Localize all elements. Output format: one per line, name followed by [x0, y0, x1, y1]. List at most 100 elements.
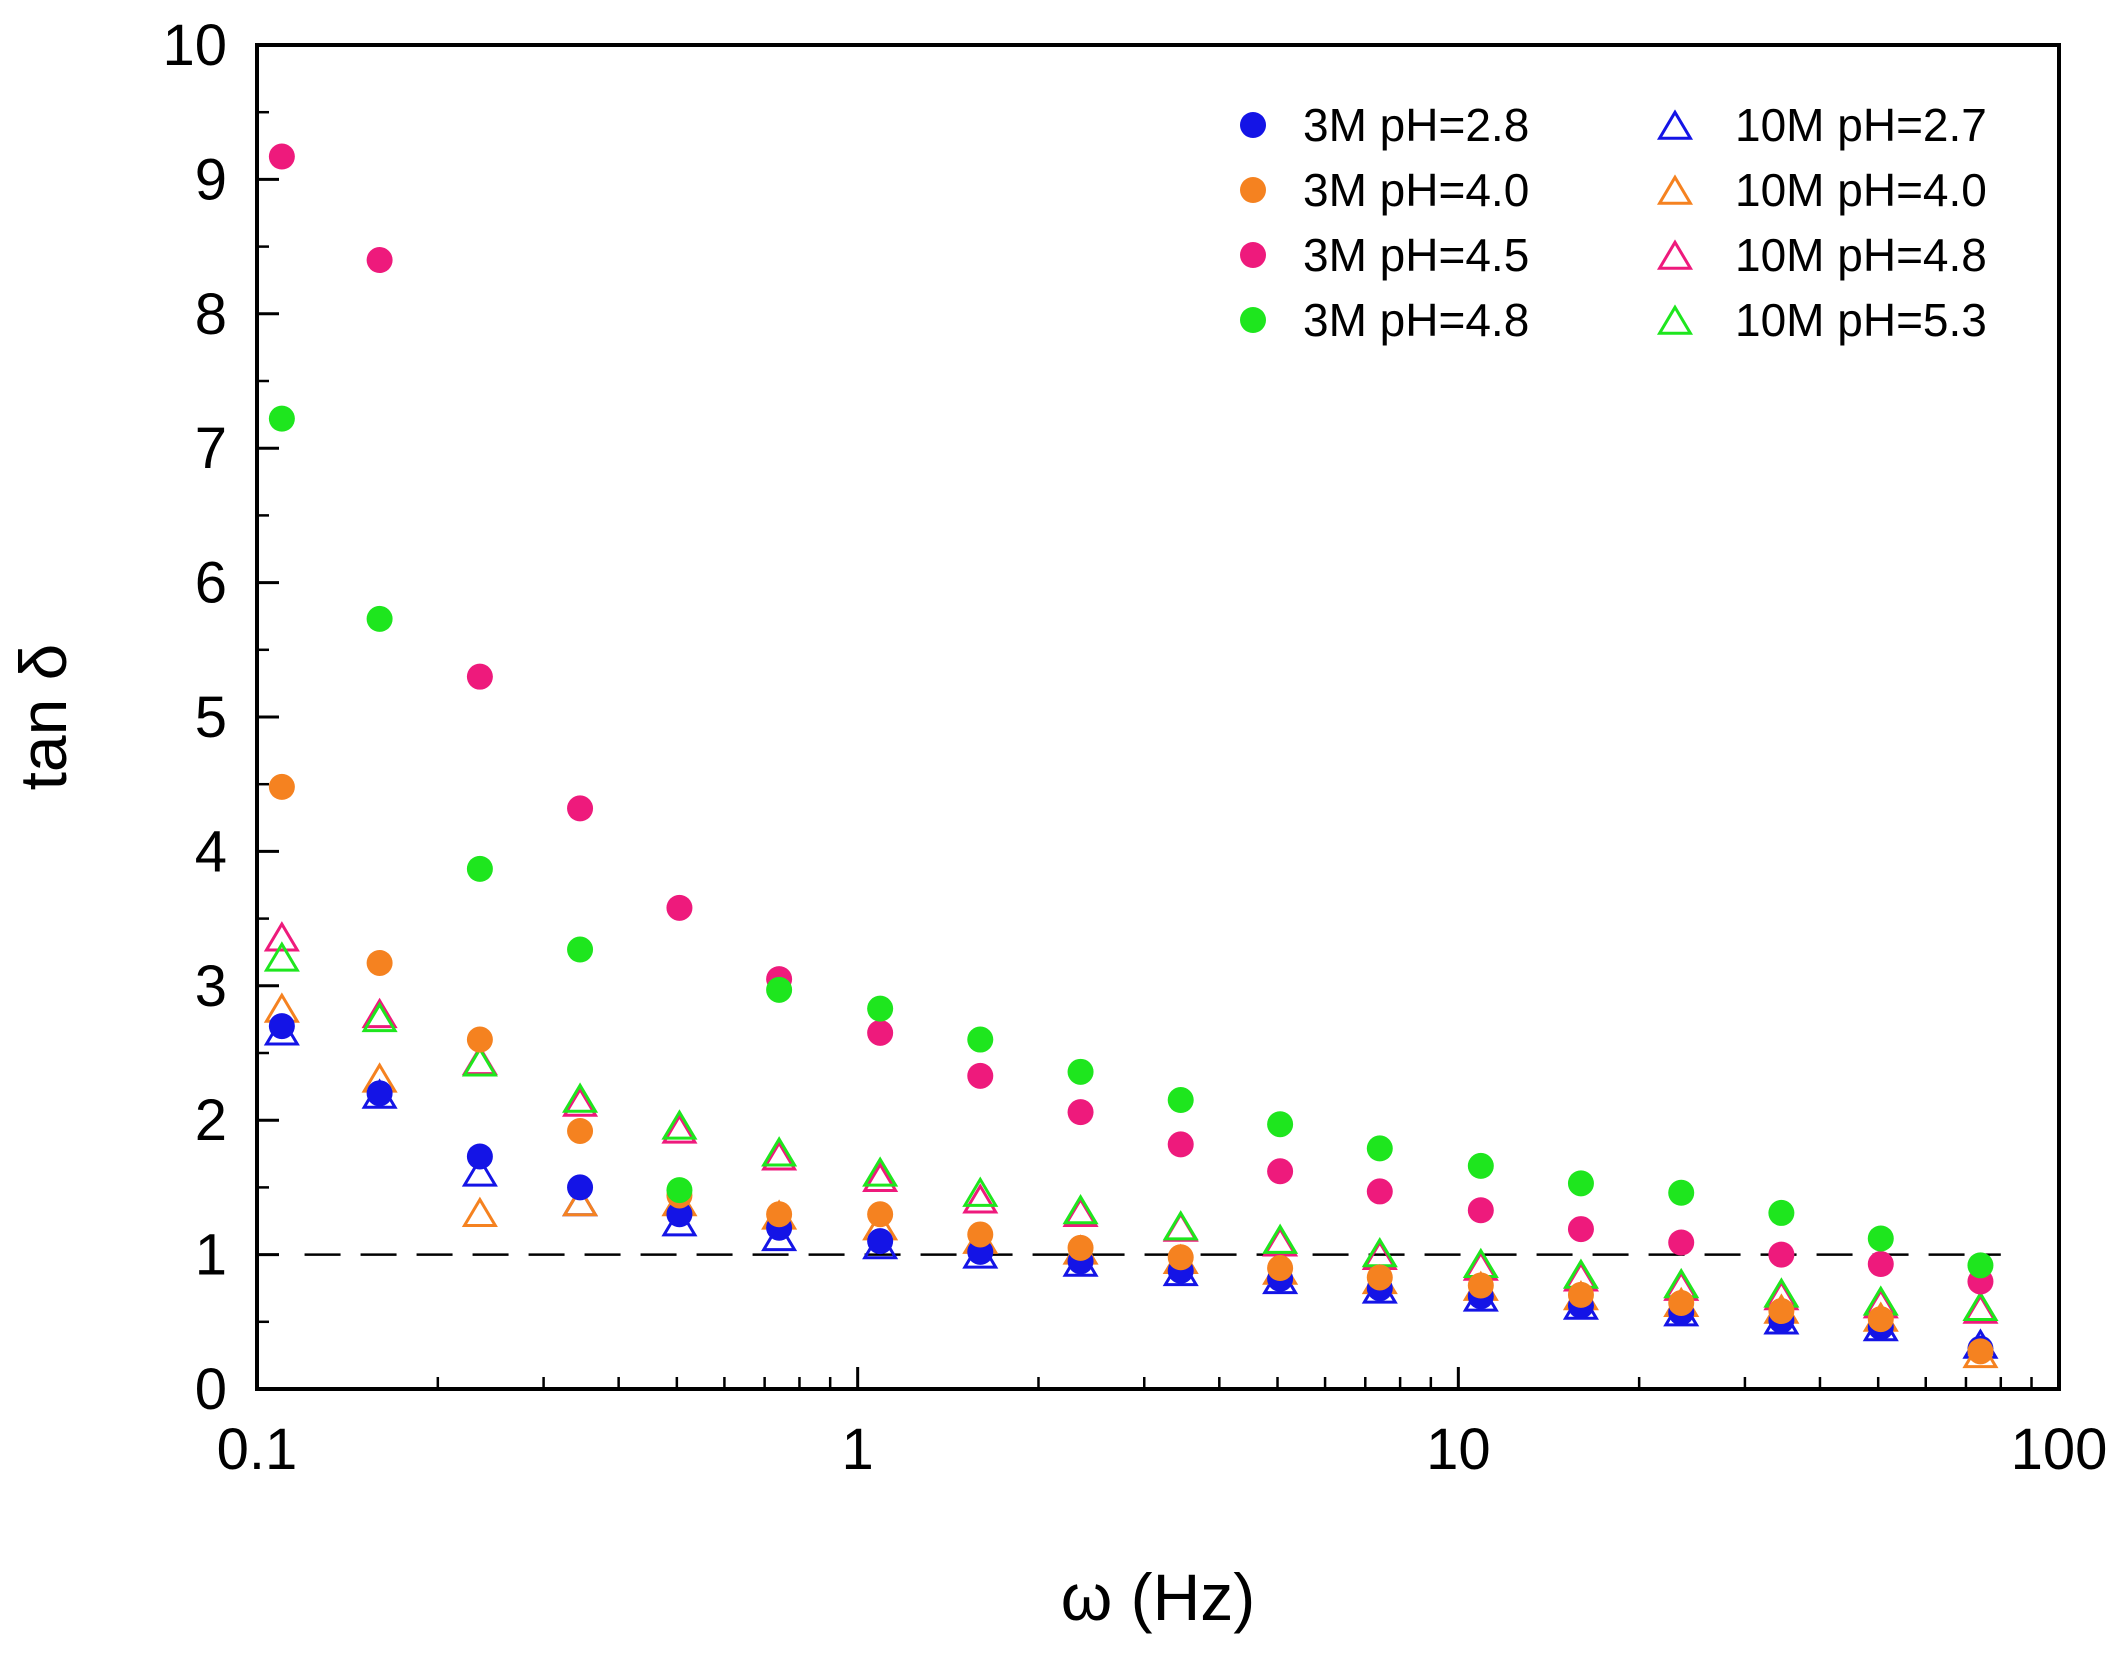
- data-point: [967, 1062, 994, 1089]
- plot-frame: [255, 43, 2061, 1391]
- data-point: [263, 941, 300, 972]
- series-3m-ph-4-8: [268, 405, 1994, 1279]
- legend-item: 3M pH=4.5: [1240, 229, 1529, 281]
- data-point: [1267, 1158, 1294, 1185]
- data-point: [562, 1185, 599, 1217]
- data-point: [361, 997, 398, 1029]
- legend-label: 10M pH=5.3: [1735, 294, 1987, 346]
- data-point: [867, 1201, 894, 1228]
- data-point: [666, 894, 693, 921]
- x-tick-labels: 0.1 1 10 100: [217, 1417, 2108, 1482]
- data-point: [1967, 1338, 1994, 1365]
- x-tick-label: 10: [1426, 1417, 1491, 1482]
- data-point: [268, 773, 295, 800]
- legend-label: 3M pH=4.0: [1303, 164, 1529, 216]
- x-tick-label: 100: [2011, 1417, 2108, 1482]
- data-point: [366, 949, 393, 976]
- data-point: [1467, 1197, 1494, 1224]
- legend-item: 10M pH=4.8: [1656, 229, 1987, 281]
- series-10m-ph-5-3: [263, 941, 1999, 1322]
- data-point: [466, 1026, 493, 1053]
- legend-item: 3M pH=4.0: [1240, 164, 1529, 216]
- y-tick-label: 6: [195, 551, 227, 616]
- data-point: [1366, 1178, 1393, 1205]
- legend-label: 10M pH=4.0: [1735, 164, 1987, 216]
- data-point: [1062, 1193, 1099, 1225]
- legend-marker: [1240, 112, 1266, 138]
- data-point: [666, 1177, 693, 1204]
- legend-label: 3M pH=4.8: [1303, 294, 1529, 346]
- legend-marker: [1656, 239, 1694, 270]
- y-tick-label: 7: [195, 416, 227, 481]
- legend-label: 10M pH=4.8: [1735, 229, 1987, 281]
- data-point: [562, 1082, 599, 1113]
- series-10m-ph-4-0: [263, 992, 1999, 1369]
- data-point: [1267, 1111, 1294, 1138]
- data-point: [268, 405, 295, 432]
- legend-item: 10M pH=2.7: [1656, 99, 1987, 151]
- data-point: [1668, 1179, 1695, 1206]
- data-point: [361, 1001, 398, 1033]
- y-tick-label: 2: [195, 1088, 227, 1153]
- legend-marker: [1240, 242, 1266, 268]
- data-point: [1167, 1087, 1194, 1114]
- data-point: [1768, 1241, 1795, 1268]
- data-point: [1567, 1281, 1594, 1308]
- legend-marker: [1240, 307, 1266, 333]
- legend-marker: [1656, 109, 1694, 140]
- legend-item: 3M pH=2.8: [1240, 99, 1529, 151]
- data-point: [567, 1174, 594, 1201]
- data-point: [862, 1161, 899, 1193]
- y-axis-title: tan δ: [6, 644, 80, 791]
- data-point: [1668, 1229, 1695, 1256]
- legend-item: 10M pH=5.3: [1656, 294, 1987, 346]
- legend-item: 10M pH=4.0: [1656, 164, 1987, 216]
- data-point: [1467, 1152, 1494, 1179]
- data-point: [862, 1156, 899, 1187]
- x-tick-label: 0.1: [217, 1417, 298, 1482]
- data-point: [1668, 1289, 1695, 1316]
- y-tick-label: 1: [195, 1223, 227, 1288]
- data-point: [263, 921, 300, 952]
- data-point: [1768, 1199, 1795, 1226]
- data-point: [366, 605, 393, 632]
- legend-label: 10M pH=2.7: [1735, 99, 1987, 151]
- data-point: [268, 143, 295, 170]
- data-point: [1167, 1131, 1194, 1158]
- data-point: [1167, 1244, 1194, 1271]
- y-tick-labels: 0 1 2 3 4 5 6 7 8 9 10: [162, 13, 227, 1422]
- series-3m-ph-4-5: [268, 143, 1994, 1295]
- data-point: [761, 1140, 798, 1171]
- data-markers: [263, 143, 1999, 1369]
- data-point: [766, 976, 793, 1003]
- data-point: [1467, 1272, 1494, 1299]
- x-axis-title: ω (Hz): [1061, 1560, 1256, 1634]
- data-point: [461, 1046, 498, 1077]
- data-point: [366, 247, 393, 274]
- y-tick-label: 9: [195, 147, 227, 212]
- series-10m-ph-2-7: [263, 1015, 1999, 1359]
- y-tick-label: 0: [195, 1357, 227, 1422]
- legend-label: 3M pH=2.8: [1303, 99, 1529, 151]
- data-point: [1567, 1170, 1594, 1197]
- data-point: [567, 795, 594, 822]
- data-point: [666, 1201, 693, 1228]
- data-point: [661, 1109, 698, 1140]
- data-point: [268, 1013, 295, 1040]
- y-tick-label: 4: [195, 819, 227, 884]
- legend-item: 3M pH=4.8: [1240, 294, 1529, 346]
- data-point: [1067, 1058, 1094, 1085]
- data-point: [466, 855, 493, 882]
- x-major-ticks: [255, 1367, 2061, 1389]
- data-point: [867, 1019, 894, 1046]
- data-point: [761, 1136, 798, 1167]
- series-3m-ph-2-8: [268, 1013, 1994, 1362]
- data-point: [967, 1026, 994, 1053]
- data-point: [1067, 1099, 1094, 1126]
- x-tick-label: 1: [842, 1417, 874, 1482]
- data-point: [1162, 1211, 1199, 1242]
- data-point: [466, 1143, 493, 1170]
- data-point: [567, 936, 594, 963]
- y-tick-label: 3: [195, 954, 227, 1019]
